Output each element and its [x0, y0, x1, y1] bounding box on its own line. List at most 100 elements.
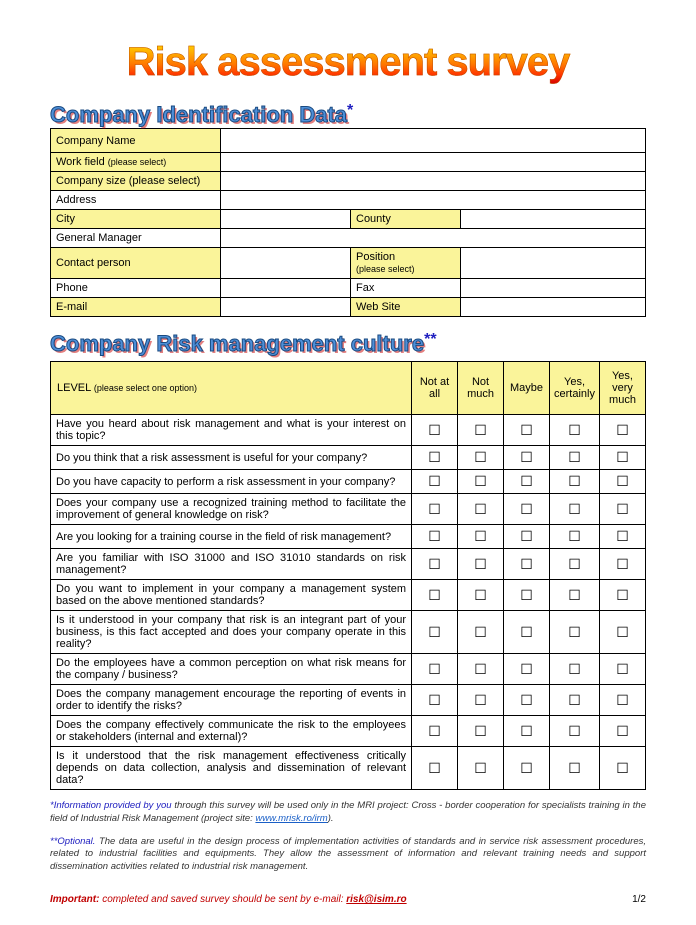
- checkbox[interactable]: ☐: [412, 494, 458, 525]
- label-fax: Fax: [351, 279, 461, 298]
- checkbox[interactable]: ☐: [504, 415, 550, 446]
- checkbox[interactable]: ☐: [504, 611, 550, 654]
- checkbox[interactable]: ☐: [412, 525, 458, 549]
- label-company-name: Company Name: [51, 129, 221, 153]
- checkbox[interactable]: ☐: [412, 747, 458, 790]
- checkbox[interactable]: ☐: [458, 747, 504, 790]
- input-work-field[interactable]: [221, 153, 646, 172]
- input-county[interactable]: [461, 210, 646, 229]
- question-text: Do you have capacity to perform a risk a…: [51, 470, 412, 494]
- checkbox[interactable]: ☐: [550, 525, 600, 549]
- checkbox[interactable]: ☐: [504, 549, 550, 580]
- label-position: Position(please select): [351, 248, 461, 279]
- section-risk-heading: Company Risk management culture: [50, 331, 424, 356]
- checkbox[interactable]: ☐: [600, 654, 646, 685]
- company-id-table: Company Name Work field (please select) …: [50, 128, 646, 317]
- checkbox[interactable]: ☐: [412, 716, 458, 747]
- checkbox[interactable]: ☐: [412, 470, 458, 494]
- checkbox[interactable]: ☐: [458, 446, 504, 470]
- checkbox[interactable]: ☐: [550, 611, 600, 654]
- input-phone[interactable]: [221, 279, 351, 298]
- input-email[interactable]: [221, 298, 351, 317]
- input-company-size[interactable]: [221, 172, 646, 191]
- question-text: Have you heard about risk management and…: [51, 415, 412, 446]
- checkbox[interactable]: ☐: [600, 470, 646, 494]
- checkbox[interactable]: ☐: [600, 415, 646, 446]
- input-contact-person[interactable]: [221, 248, 351, 279]
- table-row: Does the company effectively communicate…: [51, 716, 646, 747]
- checkbox[interactable]: ☐: [504, 654, 550, 685]
- checkbox[interactable]: ☐: [504, 716, 550, 747]
- checkbox[interactable]: ☐: [412, 549, 458, 580]
- checkbox[interactable]: ☐: [458, 470, 504, 494]
- table-row: Are you familiar with ISO 31000 and ISO …: [51, 549, 646, 580]
- label-address: Address: [51, 191, 221, 210]
- label-phone: Phone: [51, 279, 221, 298]
- checkbox[interactable]: ☐: [412, 446, 458, 470]
- checkbox[interactable]: ☐: [550, 685, 600, 716]
- input-company-name[interactable]: [221, 129, 646, 153]
- opt-header-2: Maybe: [504, 362, 550, 415]
- checkbox[interactable]: ☐: [600, 716, 646, 747]
- checkbox[interactable]: ☐: [504, 525, 550, 549]
- checkbox[interactable]: ☐: [550, 549, 600, 580]
- table-row: Does your company use a recognized train…: [51, 494, 646, 525]
- checkbox[interactable]: ☐: [458, 654, 504, 685]
- label-work-field: Work field (please select): [51, 153, 221, 172]
- input-position[interactable]: [461, 248, 646, 279]
- checkbox[interactable]: ☐: [458, 685, 504, 716]
- input-address[interactable]: [221, 191, 646, 210]
- checkbox[interactable]: ☐: [504, 470, 550, 494]
- checkbox[interactable]: ☐: [600, 685, 646, 716]
- input-website[interactable]: [461, 298, 646, 317]
- checkbox[interactable]: ☐: [412, 685, 458, 716]
- checkbox[interactable]: ☐: [550, 415, 600, 446]
- checkbox[interactable]: ☐: [412, 415, 458, 446]
- asterisk-2: **: [424, 331, 436, 348]
- label-company-size: Company size (please select): [51, 172, 221, 191]
- checkbox[interactable]: ☐: [550, 654, 600, 685]
- project-site-link[interactable]: www.mrisk.ro/irm: [255, 813, 327, 824]
- checkbox[interactable]: ☐: [600, 446, 646, 470]
- input-general-manager[interactable]: [221, 229, 646, 248]
- checkbox[interactable]: ☐: [412, 611, 458, 654]
- checkbox[interactable]: ☐: [550, 716, 600, 747]
- checkbox[interactable]: ☐: [600, 580, 646, 611]
- label-email: E-mail: [51, 298, 221, 317]
- checkbox[interactable]: ☐: [458, 549, 504, 580]
- checkbox[interactable]: ☐: [550, 747, 600, 790]
- checkbox[interactable]: ☐: [550, 580, 600, 611]
- checkbox[interactable]: ☐: [412, 580, 458, 611]
- checkbox[interactable]: ☐: [504, 494, 550, 525]
- question-text: Do you want to implement in your company…: [51, 580, 412, 611]
- checkbox[interactable]: ☐: [504, 446, 550, 470]
- question-text: Are you familiar with ISO 31000 and ISO …: [51, 549, 412, 580]
- checkbox[interactable]: ☐: [550, 470, 600, 494]
- checkbox[interactable]: ☐: [550, 494, 600, 525]
- checkbox[interactable]: ☐: [600, 494, 646, 525]
- checkbox[interactable]: ☐: [600, 525, 646, 549]
- input-city[interactable]: [221, 210, 351, 229]
- risk-level-table: LEVEL (please select one option) Not at …: [50, 361, 646, 790]
- checkbox[interactable]: ☐: [504, 747, 550, 790]
- checkbox[interactable]: ☐: [458, 716, 504, 747]
- checkbox[interactable]: ☐: [458, 525, 504, 549]
- footnote-1: *Information provided by you through thi…: [50, 800, 646, 826]
- checkbox[interactable]: ☐: [600, 611, 646, 654]
- checkbox[interactable]: ☐: [550, 446, 600, 470]
- table-row: Do you want to implement in your company…: [51, 580, 646, 611]
- checkbox[interactable]: ☐: [600, 549, 646, 580]
- checkbox[interactable]: ☐: [458, 415, 504, 446]
- checkbox[interactable]: ☐: [504, 685, 550, 716]
- page-title: Risk assessment survey: [50, 40, 646, 84]
- checkbox[interactable]: ☐: [412, 654, 458, 685]
- checkbox[interactable]: ☐: [458, 580, 504, 611]
- question-text: Does the company management encourage th…: [51, 685, 412, 716]
- checkbox[interactable]: ☐: [504, 580, 550, 611]
- checkbox[interactable]: ☐: [600, 747, 646, 790]
- checkbox[interactable]: ☐: [458, 494, 504, 525]
- table-row: Does the company management encourage th…: [51, 685, 646, 716]
- input-fax[interactable]: [461, 279, 646, 298]
- checkbox[interactable]: ☐: [458, 611, 504, 654]
- question-text: Do the employees have a common perceptio…: [51, 654, 412, 685]
